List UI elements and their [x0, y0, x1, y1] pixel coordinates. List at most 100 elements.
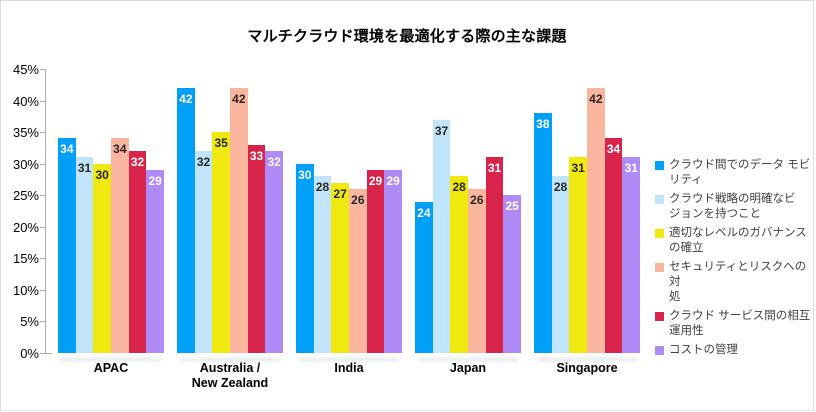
bar-value-label: 30 — [298, 167, 312, 182]
bar: 26 — [349, 188, 367, 353]
bar: 37 — [432, 119, 451, 353]
bar: 28 — [551, 176, 570, 353]
bar-value-label: 34 — [60, 142, 74, 157]
bar: 34 — [111, 138, 129, 353]
bar: 38 — [534, 113, 552, 353]
y-axis-tick-label: 30% — [12, 156, 39, 172]
y-axis-tick-label: 5% — [20, 314, 39, 330]
bar: 33 — [247, 144, 266, 353]
legend-item: クラウド戦略の明確なビ ジョンを持つこと — [655, 192, 811, 222]
legend-swatch-icon — [655, 312, 664, 321]
legend-swatch-icon — [655, 346, 664, 355]
x-axis-foot-tick — [45, 353, 52, 354]
bar: 31 — [485, 157, 504, 353]
legend-label: 適切なレベルのガバナンス の確立 — [669, 227, 807, 254]
bar: 29 — [146, 169, 165, 353]
legend-label: クラウド戦略の明確なビ ジョンを持つこと — [669, 193, 796, 220]
bar-value-label: 42 — [232, 91, 246, 106]
bar-value-label: 35 — [214, 136, 228, 151]
y-axis-tick-label: 15% — [12, 251, 39, 267]
bar: 30 — [296, 163, 314, 353]
y-axis-tick — [40, 163, 45, 165]
group-shadow — [61, 357, 161, 362]
bar: 31 — [75, 157, 94, 353]
legend-swatch-icon — [655, 229, 664, 238]
y-axis-line — [45, 69, 46, 354]
y-axis-tick — [40, 100, 45, 102]
category-label: Australia / New Zealand — [191, 361, 269, 390]
legend-label: コストの管理 — [669, 344, 738, 356]
bar-value-label: 29 — [368, 173, 383, 188]
bar-value-label: 27 — [333, 186, 347, 201]
bar: 35 — [212, 132, 231, 353]
legend-item: クラウド間でのデータ モビ リティ — [655, 158, 811, 188]
bar: 27 — [331, 182, 350, 353]
bar-value-label: 24 — [417, 205, 431, 220]
category-label: India — [334, 361, 364, 375]
bar: 24 — [415, 201, 433, 353]
category-label: Japan — [449, 361, 487, 375]
bar-group: 42 32 35 42 33 32 — [177, 69, 284, 353]
bar-value-label: 31 — [77, 161, 92, 176]
bar-value-label: 30 — [95, 167, 109, 182]
bar-value-label: 28 — [452, 180, 466, 195]
y-axis-tick — [40, 258, 45, 260]
bar-value-label: 37 — [434, 123, 449, 138]
bar-group: 24 37 28 26 31 25 — [415, 69, 522, 353]
legend-item: 適切なレベルのガバナンス の確立 — [655, 226, 811, 256]
y-axis-tick — [40, 353, 45, 354]
bar: 30 — [93, 163, 112, 353]
legend-swatch-icon — [655, 161, 664, 170]
bar-value-label: 26 — [470, 192, 484, 207]
y-axis-tick-label: 20% — [12, 219, 39, 235]
bar-value-label: 32 — [130, 155, 145, 170]
y-axis-tick — [40, 321, 45, 323]
bar-value-label: 32 — [196, 155, 211, 170]
y-axis-tick — [40, 195, 45, 197]
group-shadow — [180, 357, 280, 362]
y-axis-tick-label: 45% — [12, 62, 39, 77]
legend-swatch-icon — [655, 195, 664, 204]
bar: 34 — [604, 138, 623, 353]
category-label: Singapore — [556, 361, 618, 375]
bar-value-label: 42 — [179, 91, 193, 106]
bar-value-label: 29 — [386, 173, 400, 188]
group-shadow — [299, 357, 399, 362]
bar: 42 — [177, 87, 195, 353]
bar-value-label: 25 — [505, 199, 519, 214]
legend-item: クラウド サービス間の相互 運用性 — [655, 309, 811, 339]
y-axis-tick — [40, 289, 45, 291]
chart-title: マルチクラウド環境を最適化する際の主な課題 — [247, 28, 567, 45]
legend-label: セキュリティとリスクへの対 処 — [669, 261, 807, 303]
y-axis-tick-label: 35% — [12, 125, 39, 141]
bar-value-label: 38 — [536, 117, 550, 132]
bar: 31 — [622, 157, 641, 353]
bar: 42 — [230, 87, 248, 353]
bar-value-label: 31 — [571, 161, 585, 176]
bar-value-label: 28 — [315, 180, 330, 195]
bar: 31 — [569, 157, 588, 353]
y-axis-tick — [40, 132, 45, 134]
bar: 28 — [313, 176, 332, 353]
legend: クラウド間でのデータ モビ リティ クラウド戦略の明確なビ ジョンを持つこと 適切な… — [655, 158, 811, 362]
group-shadow — [537, 357, 637, 362]
bar-value-label: 34 — [113, 142, 127, 157]
bar-value-label: 33 — [249, 148, 264, 163]
bar: 42 — [587, 87, 605, 353]
legend-item: セキュリティとリスクへの対 処 — [655, 260, 811, 305]
bar-value-label: 42 — [589, 91, 603, 106]
legend-swatch-icon — [655, 263, 664, 272]
bar-group: 30 28 27 26 29 29 — [296, 69, 403, 353]
bar-value-label: 28 — [553, 180, 568, 195]
y-axis-tick — [40, 226, 45, 228]
legend-item: コストの管理 — [655, 343, 811, 358]
group-shadow — [418, 357, 518, 362]
bar-value-label: 31 — [624, 161, 638, 176]
bar: 28 — [450, 176, 469, 353]
legend-label: クラウド間でのデータ モビ リティ — [669, 159, 811, 186]
bar: 32 — [265, 151, 284, 353]
y-axis-tick-label: 10% — [12, 282, 39, 298]
bar: 25 — [503, 195, 522, 353]
